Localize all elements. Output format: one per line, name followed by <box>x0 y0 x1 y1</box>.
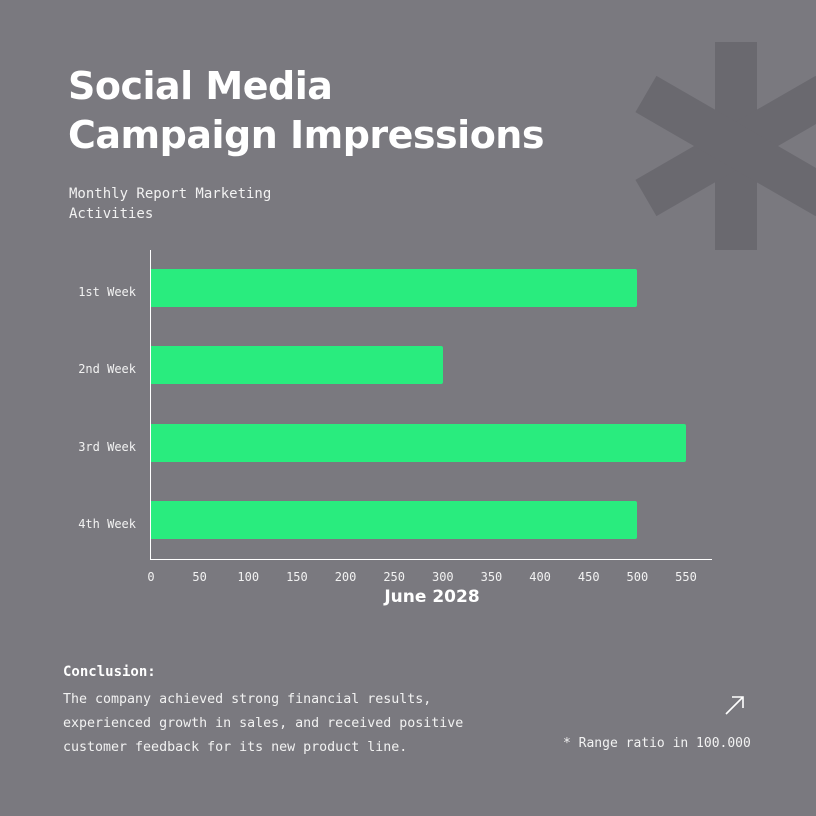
page-title: Social Media Campaign Impressions <box>68 62 544 160</box>
subtitle: Monthly Report Marketing Activities <box>69 186 272 222</box>
x-tick-label: 450 <box>577 570 600 584</box>
x-tick-label: 500 <box>626 570 649 584</box>
bar-1 <box>151 269 637 307</box>
x-axis-line <box>150 559 712 560</box>
bar-chart: 1st Week 2nd Week 3rd Week 4th Week 0 50 100 1… <box>78 250 712 607</box>
x-axis-label: June 2028 <box>384 587 480 607</box>
x-tick-label: 0 <box>147 570 155 584</box>
category-label: 4th Week <box>78 517 136 531</box>
x-tick-label: 250 <box>383 570 406 584</box>
asterisk-icon <box>635 42 816 250</box>
category-label: 3rd Week <box>78 440 136 454</box>
title-line-2: Campaign Impressions <box>68 113 544 157</box>
conclusion-text: The company achieved strong financial re… <box>63 692 464 755</box>
x-tick-label: 350 <box>480 570 503 584</box>
bar-2 <box>151 346 443 384</box>
footnote: * Range ratio in 100.000 <box>563 736 751 751</box>
x-tick-label: 150 <box>286 570 308 584</box>
category-label: 2nd Week <box>78 362 136 376</box>
x-tick-label: 200 <box>334 570 357 584</box>
category-label: 1st Week <box>78 285 136 299</box>
x-tick-label: 300 <box>431 570 454 584</box>
x-tick-label: 550 <box>675 570 697 584</box>
bar-3 <box>151 424 686 462</box>
x-tick-label: 400 <box>529 570 551 584</box>
arrow-up-right-icon[interactable] <box>722 694 748 718</box>
title-line-1: Social Media <box>68 64 333 108</box>
y-axis-line <box>150 250 151 560</box>
x-tick-label: 50 <box>192 570 207 584</box>
x-tick-label: 100 <box>237 570 260 584</box>
conclusion-heading: Conclusion: <box>63 664 156 680</box>
bar-4 <box>151 501 637 539</box>
